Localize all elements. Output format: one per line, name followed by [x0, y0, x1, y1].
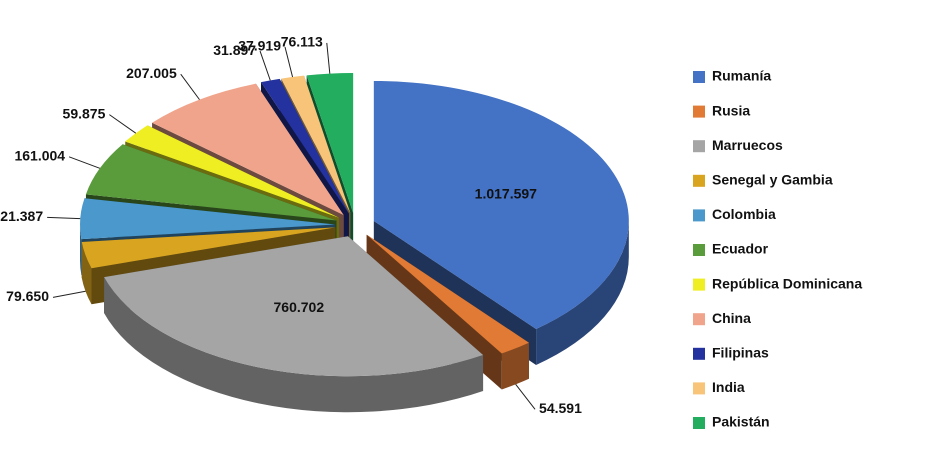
legend-label: República Dominicana: [712, 275, 862, 291]
leader-line: [284, 46, 294, 78]
slice-top: [366, 234, 529, 354]
leader-line: [68, 156, 101, 169]
legend-swatch: [693, 174, 705, 187]
legend-swatch: [693, 105, 705, 118]
slice-wall: [81, 241, 92, 305]
legend-label: Rusia: [712, 102, 750, 118]
slice-top: [152, 83, 344, 216]
legend-swatch: [693, 71, 705, 83]
legend-swatch: [693, 313, 705, 326]
legend-swatch: [693, 382, 705, 395]
leader-line: [47, 216, 81, 220]
slice-top: [125, 125, 340, 218]
legend-label: Ecuador: [712, 241, 769, 257]
legend-label: Pakistán: [712, 414, 770, 430]
slice-wall: [501, 342, 529, 390]
legend-swatch: [693, 417, 705, 429]
legend-label: Colombia: [712, 206, 776, 222]
slice: [104, 236, 484, 413]
leader-line: [515, 384, 536, 410]
slice-wall: [536, 220, 629, 365]
data-label: 76.113: [281, 34, 323, 50]
slice-wall: [104, 277, 484, 413]
slice-top: [104, 236, 484, 377]
legend-label: India: [712, 379, 745, 395]
legend-swatch: [693, 209, 705, 222]
legend-label: Senegal y Gambia: [712, 172, 833, 188]
legend-label: Filipinas: [712, 345, 769, 361]
legend-label: Marruecos: [712, 137, 783, 153]
legend-swatch: [693, 278, 705, 291]
legend-swatch: [693, 140, 705, 153]
legend-swatch: [693, 244, 705, 256]
data-label: 79.650: [6, 288, 49, 304]
slice-top: [80, 198, 336, 240]
data-label: 31.897: [213, 42, 256, 58]
leader-line: [180, 73, 200, 100]
data-label: 161.004: [14, 148, 65, 164]
slice-wall: [80, 224, 82, 276]
data-label: 59.875: [63, 105, 106, 121]
leader-line: [52, 290, 86, 298]
data-label: 1.017.597: [475, 186, 537, 202]
data-label: 37.919: [238, 38, 281, 54]
data-label: 54.591: [539, 400, 582, 416]
legend-label: Rumanía: [712, 68, 771, 84]
legend-swatch: [693, 347, 705, 360]
slice-top: [281, 75, 351, 214]
leader-line: [326, 42, 331, 74]
data-label: 760.702: [274, 299, 325, 315]
slice-top: [81, 227, 336, 269]
leader-line: [109, 114, 137, 134]
leader-line: [259, 50, 271, 81]
data-label: 121.387: [0, 208, 43, 224]
legend-label: China: [712, 310, 751, 326]
slice-top: [261, 78, 349, 214]
data-label: 207.005: [126, 65, 177, 81]
slice-top: [85, 144, 337, 221]
slice-top: [306, 73, 354, 214]
slice-top: [373, 80, 629, 329]
